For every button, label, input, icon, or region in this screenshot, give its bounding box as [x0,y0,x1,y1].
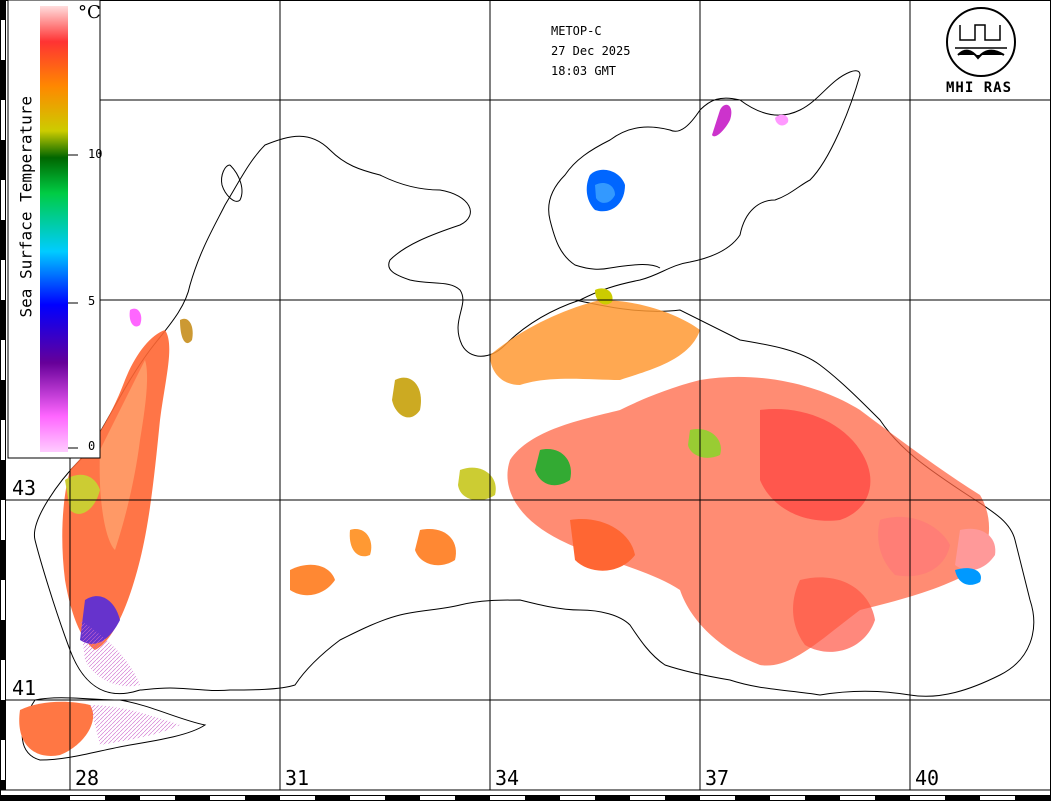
lon-label-34: 34 [495,766,520,790]
legend-colorbar [40,6,68,452]
observation-date: 27 Dec 2025 [551,44,631,58]
legend-unit: °C [78,2,101,23]
lon-label-31: 31 [285,766,310,790]
mhi-logo-icon [946,7,1016,77]
observation-time: 18:03 GMT [551,64,617,78]
legend-tick-0: 0 [88,439,96,453]
satellite-name: METOP-C [551,24,602,38]
legend-tick-10: 10 [88,147,103,161]
sst-field [19,104,996,756]
legend-tick-5: 5 [88,294,96,308]
lat-label-41: 41 [12,676,37,700]
legend [7,0,101,459]
lon-label-40: 40 [915,766,940,790]
org-name: MHI RAS [946,80,1013,96]
coastline [21,70,1035,761]
lon-label-28: 28 [75,766,100,790]
legend-title: Sea Surface Temperature [16,95,36,318]
lat-label-43: 43 [12,476,37,500]
lon-label-37: 37 [705,766,730,790]
